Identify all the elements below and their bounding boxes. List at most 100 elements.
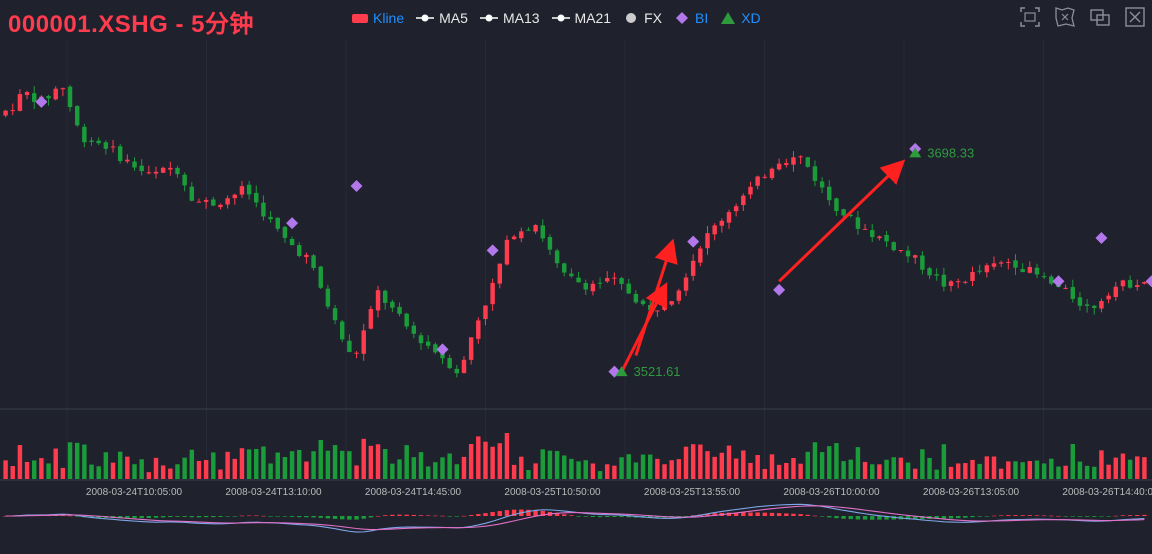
- candle[interactable]: [361, 323, 366, 361]
- candle[interactable]: [884, 231, 889, 248]
- candle[interactable]: [533, 224, 538, 234]
- candle[interactable]: [941, 267, 947, 292]
- legend-item-ma21[interactable]: MA21: [551, 10, 611, 26]
- candle[interactable]: [597, 277, 603, 289]
- candle[interactable]: [877, 235, 882, 241]
- candle[interactable]: [655, 310, 660, 317]
- candle[interactable]: [375, 285, 381, 318]
- candle[interactable]: [103, 140, 109, 155]
- candle[interactable]: [82, 123, 87, 148]
- candle[interactable]: [905, 245, 911, 263]
- candle[interactable]: [1020, 263, 1025, 273]
- candle[interactable]: [168, 161, 173, 176]
- zoom-select-icon[interactable]: [1019, 6, 1041, 28]
- bi-marker[interactable]: [350, 180, 363, 192]
- candle[interactable]: [139, 159, 144, 176]
- candle[interactable]: [282, 225, 288, 243]
- candle[interactable]: [261, 195, 266, 221]
- candle[interactable]: [483, 305, 488, 326]
- candle[interactable]: [705, 225, 710, 255]
- candle[interactable]: [511, 234, 517, 241]
- candle[interactable]: [1027, 261, 1033, 274]
- candle[interactable]: [948, 280, 954, 292]
- candle[interactable]: [612, 272, 617, 285]
- candle[interactable]: [110, 140, 116, 153]
- candle[interactable]: [554, 248, 560, 268]
- candle[interactable]: [504, 235, 510, 266]
- candle[interactable]: [784, 158, 789, 168]
- candle[interactable]: [1077, 292, 1083, 311]
- candle[interactable]: [776, 158, 782, 171]
- candle[interactable]: [712, 223, 717, 241]
- candle[interactable]: [1049, 274, 1054, 286]
- candle[interactable]: [1142, 281, 1147, 285]
- candle[interactable]: [32, 86, 37, 110]
- legend-item-fx[interactable]: FX: [623, 10, 662, 26]
- legend-item-xd[interactable]: XD: [720, 10, 761, 26]
- candle[interactable]: [605, 271, 610, 284]
- candle[interactable]: [347, 334, 352, 353]
- candle[interactable]: [368, 305, 374, 330]
- candle[interactable]: [640, 298, 646, 306]
- candle[interactable]: [526, 227, 531, 231]
- candle[interactable]: [798, 155, 803, 165]
- candle[interactable]: [382, 289, 388, 310]
- candle[interactable]: [311, 254, 316, 271]
- candle[interactable]: [24, 90, 30, 100]
- candle[interactable]: [3, 109, 8, 118]
- candle[interactable]: [805, 156, 811, 168]
- candle[interactable]: [562, 262, 567, 277]
- candle[interactable]: [390, 299, 395, 313]
- candle[interactable]: [275, 217, 280, 232]
- candle[interactable]: [669, 300, 674, 307]
- candle[interactable]: [17, 89, 23, 112]
- candle[interactable]: [633, 290, 639, 305]
- bi-marker[interactable]: [1052, 275, 1065, 288]
- candle[interactable]: [332, 304, 338, 325]
- candle[interactable]: [934, 268, 939, 281]
- candle[interactable]: [719, 218, 725, 233]
- candle[interactable]: [297, 242, 302, 258]
- candle[interactable]: [955, 278, 961, 289]
- candle[interactable]: [741, 193, 746, 212]
- candle[interactable]: [433, 342, 438, 355]
- candle[interactable]: [67, 84, 73, 112]
- bi-marker[interactable]: [286, 217, 299, 230]
- candle[interactable]: [96, 137, 101, 146]
- candle[interactable]: [404, 312, 409, 330]
- candle[interactable]: [1127, 275, 1133, 289]
- legend-item-ma5[interactable]: MA5: [416, 10, 468, 26]
- candle[interactable]: [683, 273, 689, 296]
- candle[interactable]: [1113, 281, 1118, 301]
- candle[interactable]: [862, 223, 868, 230]
- bi-marker[interactable]: [1145, 275, 1152, 288]
- candle[interactable]: [998, 260, 1004, 267]
- legend-item-bi[interactable]: BI: [674, 10, 708, 26]
- candle[interactable]: [762, 174, 768, 179]
- candle[interactable]: [590, 280, 596, 296]
- candle[interactable]: [676, 288, 682, 305]
- candle[interactable]: [733, 203, 739, 217]
- candle[interactable]: [132, 157, 137, 171]
- candle[interactable]: [547, 234, 553, 256]
- candle[interactable]: [519, 227, 524, 243]
- candle[interactable]: [53, 86, 58, 101]
- candle[interactable]: [726, 209, 732, 229]
- candle[interactable]: [755, 175, 760, 190]
- candle[interactable]: [254, 185, 259, 208]
- candle[interactable]: [1092, 305, 1097, 315]
- candle[interactable]: [354, 351, 359, 359]
- candle[interactable]: [920, 251, 925, 275]
- candle[interactable]: [827, 180, 832, 206]
- restore-icon[interactable]: [1089, 6, 1111, 28]
- candle[interactable]: [1013, 254, 1018, 275]
- candle[interactable]: [175, 165, 180, 178]
- xd-marker[interactable]: [909, 147, 922, 158]
- candle[interactable]: [927, 266, 932, 280]
- candle[interactable]: [289, 236, 295, 246]
- candle[interactable]: [583, 279, 588, 295]
- candle[interactable]: [1034, 263, 1040, 279]
- candle[interactable]: [418, 332, 424, 351]
- candle[interactable]: [1006, 258, 1011, 270]
